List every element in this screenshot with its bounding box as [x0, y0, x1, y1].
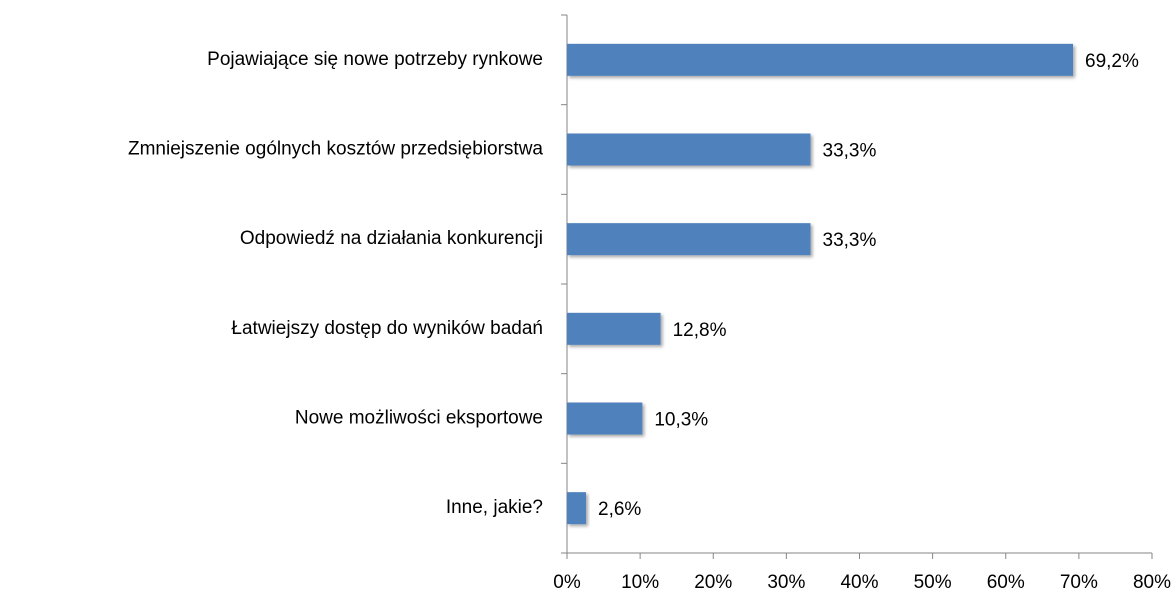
- data-label: 33,3%: [823, 141, 877, 162]
- x-tick-label: 20%: [694, 572, 732, 593]
- data-label: 12,8%: [673, 320, 727, 341]
- x-tick-label: 60%: [987, 572, 1025, 593]
- x-tick-label: 30%: [767, 572, 805, 593]
- bar: [567, 133, 811, 166]
- y-tick-label: Zmniejszenie ogólnych kosztów przedsiębi…: [128, 139, 543, 160]
- data-label: 33,3%: [823, 230, 877, 251]
- data-label: 2,6%: [598, 499, 641, 520]
- x-tick-label: 40%: [840, 572, 878, 593]
- data-label: 10,3%: [654, 410, 708, 431]
- bar: [567, 43, 1074, 76]
- y-tick-label: Inne, jakie?: [446, 497, 543, 518]
- y-tick-label: Pojawiające się nowe potrzeby rynkowe: [207, 49, 543, 70]
- bar: [567, 402, 643, 435]
- bar: [567, 492, 587, 525]
- x-tick-label: 70%: [1060, 572, 1098, 593]
- y-tick-label: Łatwiejszy dostęp do wyników badań: [231, 318, 543, 339]
- x-tick-label: 50%: [914, 572, 952, 593]
- data-label: 69,2%: [1085, 51, 1139, 72]
- y-tick-label: Nowe możliwości eksportowe: [295, 408, 543, 429]
- x-tick-label: 10%: [621, 572, 659, 593]
- x-tick-label: 80%: [1133, 572, 1171, 593]
- bar: [567, 223, 811, 256]
- y-tick-label: Odpowiedź na działania konkurencji: [240, 228, 543, 249]
- x-tick-label: 0%: [553, 572, 581, 593]
- bar: [567, 312, 661, 345]
